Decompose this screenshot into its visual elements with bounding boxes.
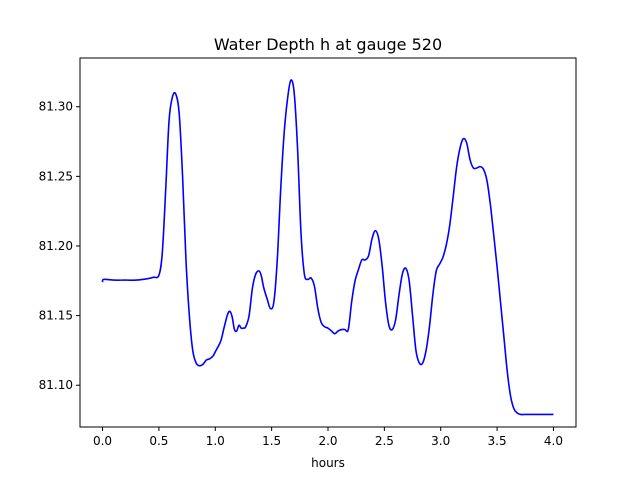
- chart-title: Water Depth h at gauge 520: [214, 35, 442, 54]
- series-layer: [101, 79, 554, 416]
- y-axis-ticks: 81.10 81.15 81.20 81.25 81.30: [39, 100, 80, 392]
- y-tick-label: 81.15: [39, 309, 73, 323]
- plot-area: [80, 58, 576, 427]
- y-tick-label: 81.10: [39, 378, 73, 392]
- y-tick-label: 81.20: [39, 239, 73, 253]
- x-axis-label: hours: [311, 456, 345, 470]
- x-tick-label: 4.0: [544, 434, 563, 448]
- x-tick-label: 1.0: [206, 434, 225, 448]
- x-tick-label: 0.0: [93, 434, 112, 448]
- x-tick-label: 0.5: [149, 434, 168, 448]
- x-tick-label: 1.5: [262, 434, 281, 448]
- plot-frame: [79, 57, 577, 428]
- y-tick-label: 81.30: [39, 100, 73, 114]
- series-line: [101, 79, 554, 416]
- x-tick-label: 3.0: [431, 434, 450, 448]
- x-tick-label: 2.5: [375, 434, 394, 448]
- x-tick-label: 3.5: [488, 434, 507, 448]
- y-tick-label: 81.25: [39, 169, 73, 183]
- x-axis-ticks: 0.0 0.5 1.0 1.5 2.0 2.5 3.0 3.5 4.0: [93, 427, 563, 448]
- x-tick-label: 2.0: [318, 434, 337, 448]
